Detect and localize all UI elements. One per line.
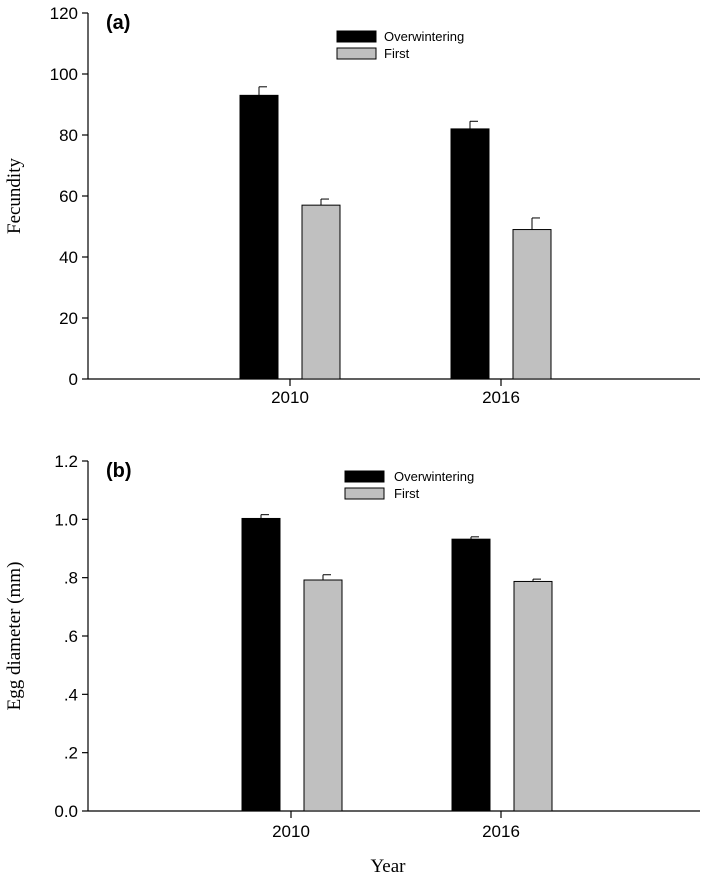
y-tick-label: .2 <box>64 744 78 763</box>
x-tick-label: 2016 <box>482 388 520 407</box>
x-axis-title: Year <box>370 856 406 877</box>
bar-overwintering-2016 <box>450 128 490 380</box>
bar-first-2010 <box>301 204 341 380</box>
bar-first-2016 <box>512 229 552 380</box>
bar-first-2016 <box>513 580 553 812</box>
y-axis-title: Egg diameter (mm) <box>4 562 25 711</box>
y-axis-title: Fecundity <box>4 158 25 234</box>
panel-b-egg-diameter: 0.0 .2 .4 .6 .8 1.0 1.2 2010 2016 (b) Overwinterin… <box>4 452 700 877</box>
panel-a-fecundity: 0 20 40 60 80 100 120 2010 2016 (a) Overwintering F… <box>4 4 700 407</box>
bar-overwintering-2016 <box>451 538 491 812</box>
panel-label: (b) <box>106 460 132 482</box>
y-tick-label: 1.0 <box>54 510 78 529</box>
legend-swatch <box>344 470 385 483</box>
y-tick-label: 0 <box>69 370 78 389</box>
bar-first-2010 <box>303 579 343 812</box>
y-tick-label: 0.0 <box>54 802 78 821</box>
y-tick-label: 1.2 <box>54 452 78 471</box>
legend-swatch <box>336 30 377 43</box>
legend-label: First <box>394 486 420 501</box>
y-tick-label: 60 <box>59 187 78 206</box>
y-tick-label: 80 <box>59 126 78 145</box>
legend-label: Overwintering <box>384 29 464 44</box>
legend-label: Overwintering <box>394 469 474 484</box>
bar-overwintering-2010 <box>241 517 281 812</box>
x-tick-label: 2010 <box>272 822 310 841</box>
y-tick-label: 100 <box>50 65 78 84</box>
y-tick-label: 40 <box>59 248 78 267</box>
y-tick-label: .4 <box>64 685 78 704</box>
panel-label: (a) <box>106 12 130 34</box>
y-tick-label: 120 <box>50 4 78 23</box>
y-tick-label: 20 <box>59 309 78 328</box>
y-tick-label: .8 <box>64 569 78 588</box>
x-tick-label: 2016 <box>482 822 520 841</box>
x-tick-label: 2010 <box>271 388 309 407</box>
legend-swatch <box>344 487 385 500</box>
y-tick-label: .6 <box>64 627 78 646</box>
legend-swatch <box>336 47 377 60</box>
legend-label: First <box>384 46 410 61</box>
bar-overwintering-2010 <box>239 94 279 380</box>
